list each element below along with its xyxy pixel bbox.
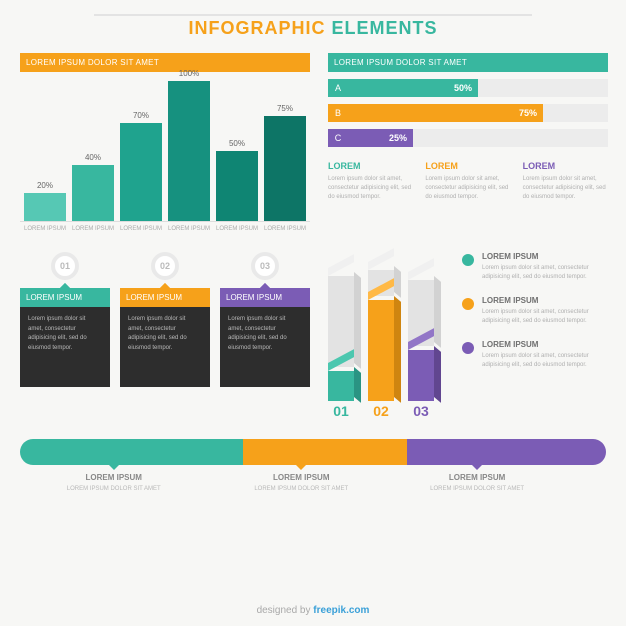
step-badge: 03 xyxy=(251,252,279,280)
bar: 20% xyxy=(24,181,66,221)
step-cards: 01LOREM IPSUMLorem ipsum dolor sit amet,… xyxy=(20,252,310,419)
segment xyxy=(407,439,606,465)
page-title: INFOGRAPHIC ELEMENTS xyxy=(0,0,626,53)
bar: 100% xyxy=(168,69,210,221)
bar: 70% xyxy=(120,111,162,221)
legend-dot xyxy=(462,254,474,266)
bar-chart-plot: 20%40%70%100%50%75% xyxy=(20,72,310,222)
step-card: 01LOREM IPSUMLorem ipsum dolor sit amet,… xyxy=(20,252,110,419)
bar: 75% xyxy=(264,104,306,221)
bar-chart-header: LOREM IPSUM DOLOR SIT AMET xyxy=(20,53,310,72)
title-word1: INFOGRAPHIC xyxy=(188,18,325,38)
step-badge: 01 xyxy=(51,252,79,280)
progress-row: C25% xyxy=(328,129,608,147)
segmented-bar-labels: LOREM IPSUMLOREM IPSUM DOLOR SIT AMETLOR… xyxy=(20,465,606,515)
bar-chart-xlabels: LOREM IPSUMLOREM IPSUMLOREM IPSUMLOREM I… xyxy=(20,222,310,232)
credit: designed by freepik.com xyxy=(0,605,626,616)
isometric-bars: 010203 LOREM IPSUMLorem ipsum dolor sit … xyxy=(328,252,608,419)
three-column-text: LOREMLorem ipsum dolor sit amet, consect… xyxy=(328,161,608,202)
bar: 50% xyxy=(216,139,258,221)
legend-dot xyxy=(462,342,474,354)
iso-bar xyxy=(408,272,434,397)
step-card: 02LOREM IPSUMLorem ipsum dolor sit amet,… xyxy=(120,252,210,419)
progress-bars: LOREM IPSUM DOLOR SIT AMET A50%B75%C25% … xyxy=(328,53,608,232)
iso-bar xyxy=(368,262,394,397)
step-card: 03LOREM IPSUMLorem ipsum dolor sit amet,… xyxy=(220,252,310,419)
segment xyxy=(20,439,243,465)
progress-row: A50% xyxy=(328,79,608,97)
bar-chart: LOREM IPSUM DOLOR SIT AMET 20%40%70%100%… xyxy=(20,53,310,232)
bar: 40% xyxy=(72,153,114,221)
segment xyxy=(243,439,407,465)
progress-row: B75% xyxy=(328,104,608,122)
progress-header: LOREM IPSUM DOLOR SIT AMET xyxy=(328,53,608,72)
legend-dot xyxy=(462,298,474,310)
title-word2: ELEMENTS xyxy=(332,18,438,38)
step-badge: 02 xyxy=(151,252,179,280)
iso-bar xyxy=(328,268,354,397)
credit-brand: freepik.com xyxy=(313,605,369,616)
segmented-bar xyxy=(20,439,606,465)
